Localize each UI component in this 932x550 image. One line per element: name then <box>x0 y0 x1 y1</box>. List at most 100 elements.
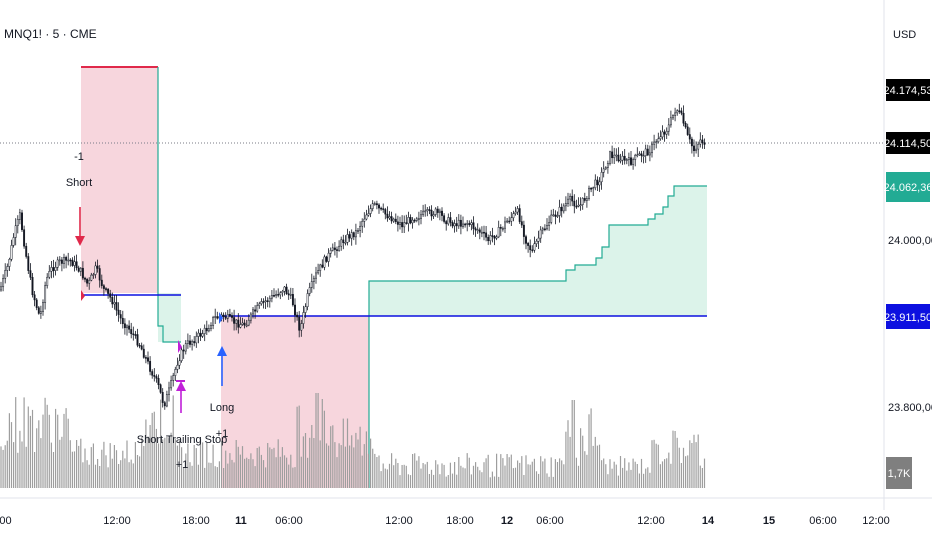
candle-body <box>18 212 21 220</box>
volume-bar <box>552 476 554 488</box>
candle-body <box>134 334 137 336</box>
candle-body <box>369 208 372 214</box>
volume-bar <box>666 458 668 488</box>
volume-bar <box>86 460 88 488</box>
volume-bar <box>178 440 181 488</box>
volume-bar <box>632 458 634 488</box>
volume-bar <box>296 406 298 488</box>
candle-body <box>497 227 500 238</box>
volume-bar <box>73 451 76 488</box>
candle-body <box>638 153 641 156</box>
volume-bar <box>141 437 143 488</box>
candle-body <box>415 218 418 221</box>
volume-bar <box>695 442 697 488</box>
arrow-up-icon <box>217 346 227 386</box>
candle-body <box>287 293 290 296</box>
volume-bar <box>475 462 477 488</box>
volume-bar <box>407 474 409 488</box>
volume-bar <box>372 448 374 488</box>
candle-body <box>525 236 527 244</box>
volume-bar <box>542 461 544 488</box>
volume-bar <box>197 464 199 488</box>
candle-body <box>472 222 475 229</box>
time-axis[interactable]: :00 12:00 18:00 11 06:00 12:00 18:00 12 06:00 12:… <box>0 515 890 527</box>
volume-bar <box>340 445 342 488</box>
candle-body <box>357 230 359 232</box>
symbol-title[interactable]: MNQ1! · 5 · CME <box>4 27 97 41</box>
candle-body <box>52 267 55 271</box>
candle-body <box>264 300 267 303</box>
candle-body <box>529 245 532 251</box>
volume-bar <box>676 437 678 488</box>
volume-bar <box>468 457 470 488</box>
volume-bar <box>206 443 208 488</box>
volume-bar <box>624 458 626 488</box>
candle-body <box>634 154 637 160</box>
candle-body <box>548 222 551 226</box>
candle-body <box>676 110 679 114</box>
volume-bar <box>208 462 210 488</box>
volume-bar <box>561 460 563 488</box>
volume-bar <box>409 475 412 488</box>
candle-body <box>554 214 557 217</box>
candle-body <box>600 172 603 183</box>
candle-body <box>653 141 656 145</box>
candle-body <box>289 294 292 296</box>
volume-bar <box>508 457 510 488</box>
volume-bar <box>399 475 401 488</box>
candle-body <box>4 270 7 279</box>
volume-bar <box>258 446 260 488</box>
candle-body <box>590 187 593 190</box>
volume-bar <box>120 460 122 488</box>
x-tick-label: 12:00 <box>862 515 890 527</box>
candle-body <box>510 217 513 222</box>
candle-body <box>470 222 473 225</box>
volume-bar <box>640 458 643 488</box>
volume-bar <box>651 440 653 488</box>
candle-body <box>447 217 450 225</box>
candle-body <box>434 208 437 215</box>
volume-bar <box>202 442 204 488</box>
volume-bar <box>619 456 622 488</box>
y-tick-24000: 24.000,00 <box>888 235 932 247</box>
volume-bar <box>519 462 521 488</box>
candle-body <box>176 364 179 370</box>
candle-body <box>142 348 145 358</box>
x-tick-label: 12:00 <box>103 515 131 527</box>
candle-body <box>636 154 639 157</box>
volume-bar <box>31 409 34 488</box>
candle-body <box>65 257 68 261</box>
volume-bar <box>338 443 340 488</box>
volume-bar <box>189 462 191 488</box>
volume-bar <box>281 447 283 488</box>
volume-bar <box>260 454 262 488</box>
volume-bar <box>584 451 586 488</box>
candle-body <box>504 221 506 229</box>
volume-bar <box>279 456 281 488</box>
candle-body <box>333 247 336 250</box>
candle-body <box>186 340 189 344</box>
volume-bar <box>105 455 107 488</box>
volume-bar <box>265 467 267 488</box>
candle-body <box>247 319 250 326</box>
candle-body <box>655 141 658 143</box>
volume-bar <box>699 465 701 488</box>
volume-bar <box>670 463 672 488</box>
short-profit-zone <box>158 293 181 342</box>
currency-label[interactable]: USD <box>893 29 917 41</box>
candle-body <box>430 209 433 217</box>
volume-bar <box>204 467 206 488</box>
candle-body <box>33 294 36 301</box>
volume-bar <box>678 447 680 488</box>
candle-body <box>552 214 555 217</box>
volume-bar <box>185 453 187 488</box>
volume-bar <box>630 469 632 488</box>
volume-bar <box>241 446 244 488</box>
candle-body <box>149 361 152 372</box>
candle-body <box>159 384 162 393</box>
candle-body <box>71 259 74 266</box>
volume-bar <box>220 440 223 488</box>
candle-body <box>630 157 632 165</box>
candle-body <box>199 332 202 337</box>
